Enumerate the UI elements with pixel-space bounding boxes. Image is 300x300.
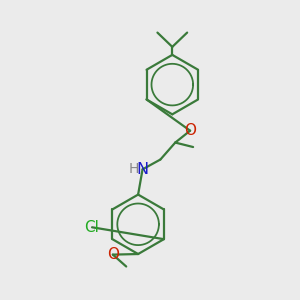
Text: Cl: Cl bbox=[85, 220, 100, 235]
Text: H: H bbox=[128, 162, 139, 176]
Text: N: N bbox=[136, 162, 148, 177]
Text: O: O bbox=[184, 123, 196, 138]
Text: O: O bbox=[107, 247, 119, 262]
